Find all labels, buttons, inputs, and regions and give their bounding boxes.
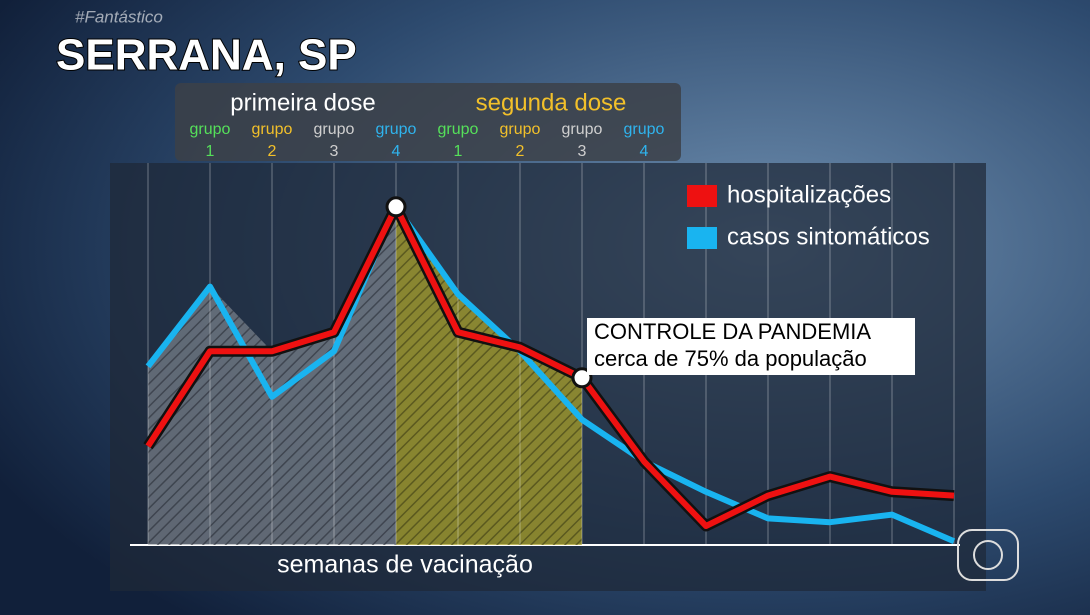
group-label: grupo bbox=[624, 121, 665, 138]
legend-label: hospitalizações bbox=[727, 181, 891, 208]
group-label: grupo bbox=[314, 121, 355, 138]
point-marker bbox=[571, 367, 593, 389]
series-line bbox=[145, 203, 956, 544]
watermark: #Fantástico bbox=[75, 7, 163, 26]
group-number: 4 bbox=[640, 143, 649, 160]
group-label: grupo bbox=[252, 121, 293, 138]
tv-logo bbox=[957, 529, 1019, 581]
group-number: 3 bbox=[330, 143, 339, 160]
legend-swatch bbox=[687, 227, 717, 249]
group-label: grupo bbox=[562, 121, 603, 138]
legend-label: casos sintomáticos bbox=[727, 223, 930, 250]
annotation-text: cerca de 75% da população bbox=[594, 346, 867, 371]
group-label: grupo bbox=[376, 121, 417, 138]
header-panel bbox=[175, 83, 681, 161]
annotation-text: CONTROLE DA PANDEMIA bbox=[594, 319, 871, 344]
dose-label: primeira dose bbox=[230, 89, 375, 116]
group-label: grupo bbox=[500, 121, 541, 138]
group-number: 2 bbox=[268, 143, 277, 160]
group-number: 1 bbox=[206, 143, 215, 160]
group-number: 1 bbox=[454, 143, 463, 160]
group-label: grupo bbox=[438, 121, 479, 138]
group-label: grupo bbox=[190, 121, 231, 138]
chart-title: SERRANA, SP bbox=[56, 31, 357, 80]
legend-swatch bbox=[687, 185, 717, 207]
annotation-box bbox=[587, 318, 915, 375]
group-number: 4 bbox=[392, 143, 401, 160]
group-number: 3 bbox=[578, 143, 587, 160]
group-number: 2 bbox=[516, 143, 525, 160]
point-marker bbox=[385, 196, 407, 218]
dose-label: segunda dose bbox=[476, 89, 627, 116]
x-axis-label: semanas de vacinação bbox=[277, 551, 533, 579]
series-line bbox=[145, 203, 955, 529]
